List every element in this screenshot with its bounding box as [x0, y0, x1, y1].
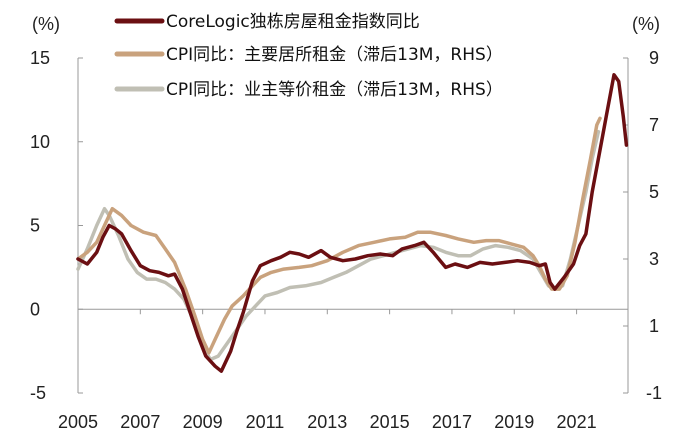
x-axis-tick-label: 2013: [307, 412, 347, 432]
right-axis-tick-label: 3: [649, 249, 659, 269]
x-axis-tick-label: 2021: [557, 412, 597, 432]
x-axis-tick-label: 2005: [58, 412, 98, 432]
legend-label-3: CPI同比：业主等价租金（滞后13M，RHS）: [166, 80, 503, 100]
left-axis-tick-label: -5: [30, 383, 46, 403]
legend-label-1: CoreLogic独栋房屋租金指数同比: [166, 12, 420, 32]
right-axis-tick-label: 9: [649, 48, 659, 68]
right-axis-tick-label: -1: [646, 383, 662, 403]
legend-label-2: CPI同比：主要居所租金（滞后13M，RHS）: [166, 45, 503, 65]
right-axis-unit-label: (%): [632, 14, 660, 34]
series-lines: [76, 73, 629, 373]
series-line-1: [76, 73, 629, 373]
left-axis-tick-label: 5: [30, 216, 40, 236]
left-axis-tick-label: 0: [30, 299, 40, 319]
legend: CoreLogic独栋房屋租金指数同比 CPI同比：主要居所租金（滞后13M，RH…: [114, 12, 503, 100]
left-axis-unit-label: (%): [32, 14, 60, 34]
right-axis-tick-label: 5: [649, 182, 659, 202]
left-axis-tick-label: 10: [30, 132, 50, 152]
right-axis-tick-label: 7: [649, 115, 659, 135]
x-axis-tick-label: 2011: [246, 412, 285, 432]
x-axis-tick-label: 2009: [183, 412, 223, 432]
right-axis-tick-label: 1: [649, 316, 659, 336]
x-axis-tick-label: 2019: [494, 412, 534, 432]
x-axis-tick-label: 2015: [370, 412, 410, 432]
x-axis-tick-label: 2007: [120, 412, 160, 432]
axes: 15 10 5 0 -5 (%) 9 7 5 3 1 -1 (%) 2005 2007 2009 2011 201…: [30, 14, 662, 432]
x-axis-tick-label: 2017: [432, 412, 472, 432]
left-axis-tick-label: 15: [30, 48, 50, 68]
series-line-2: [76, 116, 602, 355]
